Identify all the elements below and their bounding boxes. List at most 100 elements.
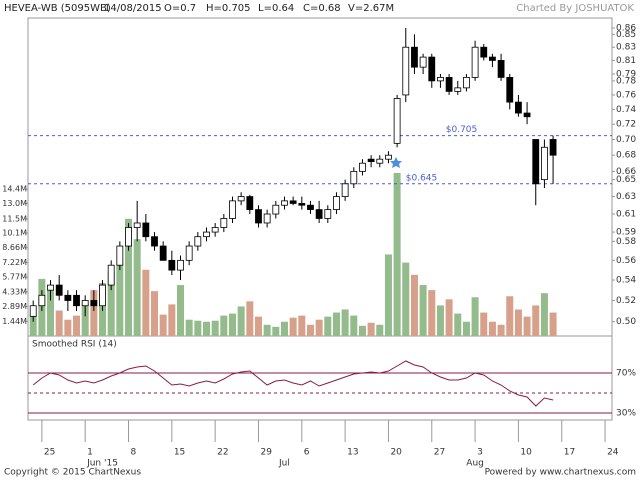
candle-body [471, 46, 479, 78]
volume-bar [133, 239, 141, 336]
candle-body [497, 60, 505, 78]
volume-bar [488, 321, 496, 336]
rsi-tick-label: 70% [616, 369, 636, 379]
volume-tick-label: 10.1M [2, 229, 27, 238]
x-tick-label: 1 [87, 448, 93, 458]
volume-bar [506, 296, 514, 336]
volume-bar [151, 291, 159, 336]
x-tick-label: 22 [217, 448, 228, 458]
candle-body [246, 196, 254, 211]
candle-body [506, 77, 514, 103]
volume-tick-label: 7.22M [2, 258, 27, 267]
y-tick-label: 0.54 [616, 276, 636, 286]
volume-bar [384, 254, 392, 336]
footer-left: Copyright © 2015 ChartNexus [4, 468, 141, 478]
volume-bar [64, 319, 72, 336]
volume-bar [358, 325, 366, 336]
x-tick-label: 3 [477, 448, 483, 458]
candle-body [393, 98, 401, 144]
y-tick-label: 0.79 [616, 69, 636, 79]
candle-body [298, 203, 306, 206]
volume-bar [116, 262, 124, 336]
candle-body [333, 196, 340, 211]
volume-tick-label: 5.77M [2, 273, 27, 282]
candle-body [324, 209, 332, 219]
y-tick-label: 0.56 [616, 256, 636, 266]
y-tick-label: 0.61 [616, 210, 636, 220]
y-tick-label: 0.85 [616, 30, 636, 40]
candle-body [168, 259, 176, 271]
volume-bar [428, 290, 436, 336]
y-tick-label: 0.52 [616, 296, 636, 306]
volume-bar [324, 316, 332, 336]
volume-bar [263, 324, 271, 336]
volume-tick-label: 13.0M [2, 199, 27, 208]
candle-body [263, 213, 271, 224]
volume-bar [211, 320, 219, 336]
candle-body [463, 77, 470, 89]
volume-tick-label: 1.44M [2, 317, 27, 326]
candle-body [419, 56, 427, 68]
volume-bar [532, 305, 540, 336]
volume-bar [393, 172, 401, 336]
candle-body [159, 245, 167, 261]
candle-body [237, 196, 245, 202]
candle-body [402, 46, 410, 96]
rsi-tick-label: 30% [616, 409, 636, 419]
candle-body [489, 56, 496, 61]
volume-bar [73, 315, 81, 336]
x-tick-label: 29 [260, 448, 272, 458]
volume-bar [462, 321, 470, 336]
y-tick-label: 0.66 [616, 167, 636, 177]
volume-bar [254, 316, 262, 336]
y-tick-label: 0.76 [616, 90, 636, 100]
candle-body [229, 200, 236, 219]
rsi-title: Smoothed RSI (14) [32, 340, 117, 350]
y-tick-label: 0.50 [616, 317, 636, 327]
x-tick-label: 8 [131, 448, 137, 458]
volume-bar [306, 324, 314, 336]
volume-bar [454, 313, 462, 336]
candle-body [437, 77, 444, 82]
volume-bar [549, 312, 557, 336]
candle-body [211, 227, 219, 233]
y-tick-label: 0.81 [616, 56, 636, 66]
candle-body [523, 112, 531, 118]
volume-bar [419, 285, 427, 336]
candle-body [411, 46, 418, 68]
volume-bar [107, 271, 115, 336]
volume-bar [350, 315, 358, 336]
candle-body [151, 236, 158, 247]
candle-body [428, 56, 436, 82]
month-label: Aug [466, 459, 484, 469]
candle-body [454, 87, 462, 92]
candle-body [480, 46, 488, 58]
volume-bar [185, 319, 193, 336]
x-tick-label: 17 [564, 448, 575, 458]
candle-body [315, 209, 323, 219]
volume-bar [315, 319, 323, 336]
event-star [390, 157, 402, 168]
volume-bar [436, 305, 444, 336]
y-tick-label: 0.68 [616, 151, 636, 161]
volume-bar [540, 293, 548, 336]
volume-bar [272, 326, 280, 336]
candle-body [376, 158, 384, 164]
volume-bar [289, 317, 297, 336]
candle-body [541, 146, 548, 181]
volume-bar [194, 320, 202, 336]
header-item: H=0.705 [206, 3, 251, 14]
candle-body [47, 284, 54, 291]
volume-bar [246, 301, 254, 336]
y-tick-label: 0.74 [616, 105, 636, 115]
candle-body [185, 245, 193, 261]
x-tick-label: 25 [44, 448, 55, 458]
candle-body [142, 222, 150, 238]
volume-bar [220, 315, 228, 336]
month-label: Jul [278, 459, 290, 469]
price-line-label: $0.645 [406, 173, 438, 183]
x-tick-label: 15 [174, 448, 185, 458]
volume-bar [514, 309, 522, 336]
